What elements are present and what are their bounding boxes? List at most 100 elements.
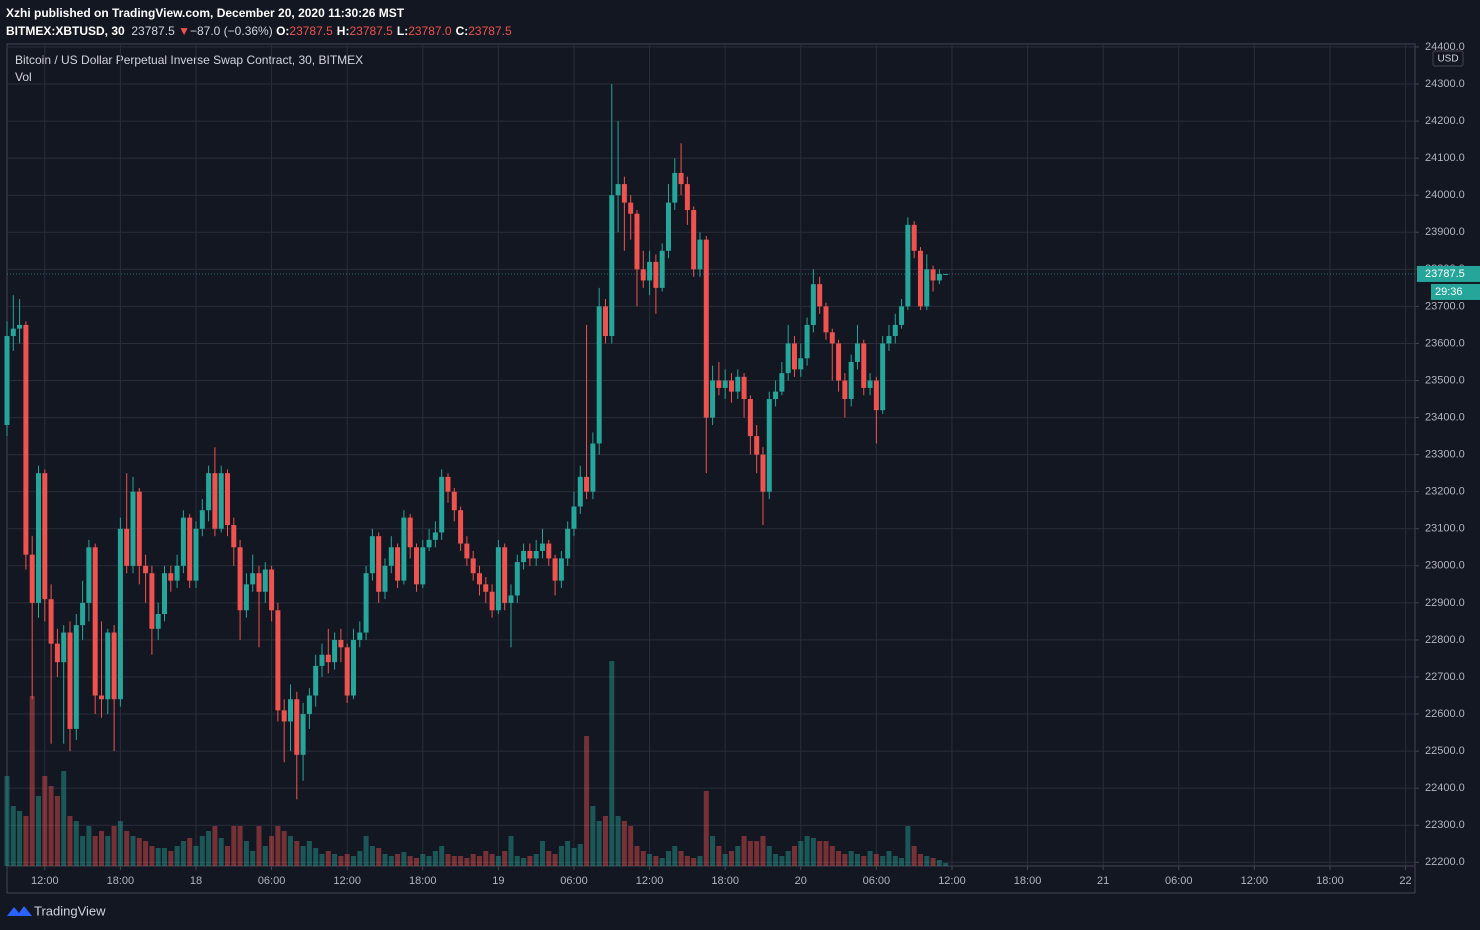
volume-bar [810,838,816,866]
ohlc-value: 23787.0 [408,24,452,38]
price: 23787.5 [131,24,175,38]
candle-body [67,632,73,729]
y-tick-label: 22900.0 [1425,597,1465,609]
volume-bar [710,836,716,866]
volume-bar [647,854,653,866]
volume-bar [42,776,48,866]
y-tick-label: 22400.0 [1425,782,1465,794]
x-tick-label: 12:00 [31,875,59,887]
volume-bar [722,854,728,866]
candle-body [558,558,564,581]
candle-body [92,547,98,696]
candle-body [363,573,369,633]
candle-body [275,610,281,711]
candle-body [798,358,804,370]
candle-body [514,562,520,596]
volume-bar [483,851,489,866]
candle-body [243,584,249,611]
candle-body [552,558,558,581]
volume-bar [741,836,747,866]
candle-body [533,550,539,559]
candle-body [659,250,665,288]
candle-body [61,632,67,663]
volume-bar [168,851,174,866]
candle-body [804,324,810,359]
candle-body [256,573,262,592]
candle-body [407,517,413,548]
x-tick-label: 12:00 [938,875,966,887]
volume-bar [73,821,79,866]
y-tick-label: 22300.0 [1425,819,1465,831]
currency-label: USD [1437,54,1458,65]
last-price-badge [1417,265,1480,282]
candle-body [489,591,495,611]
candle-body [653,261,659,288]
volume-bar [180,841,186,866]
volume-bar [678,851,684,866]
candle-body [760,454,766,492]
candle-body [773,391,779,400]
candle-body [180,517,186,566]
volume-bar [779,856,785,866]
volume-bar [92,836,98,866]
candle-body [672,172,678,203]
candle-body [791,343,797,370]
volume-bar [716,846,722,866]
candle-body [432,532,438,540]
volume-bar [615,816,621,866]
candle-body [735,376,741,392]
candle-body [357,632,363,640]
candle-body [710,380,716,418]
volume-bar [61,771,67,866]
volume-bar [294,841,300,866]
volume-bar [565,841,571,866]
volume-bar [930,858,936,866]
volume-bar [237,826,243,866]
candle-body [54,643,60,663]
candle-body [571,506,577,529]
candle-body [703,239,709,418]
x-tick-label: 18:00 [409,875,437,887]
ohlc-value: 23787.5 [289,24,333,38]
candle-body [930,269,936,281]
candle-body [779,373,785,392]
volume-bar [256,826,262,866]
volume-bar [476,856,482,866]
volume-bar [470,854,476,866]
volume-bar [508,836,514,866]
quote-line: BITMEX:XBTUSD, 30 23787.5 ▼−87.0 (−0.36%… [6,23,516,41]
volume-bar [905,826,911,866]
candle-body [716,380,722,388]
candle-body [124,528,130,566]
publisher-line: Xzhi published on TradingView.com, Decem… [6,5,516,23]
candle-body [413,547,419,585]
candle-body [262,569,268,592]
volume-bar [187,838,193,866]
x-tick-label: 12:00 [1241,875,1269,887]
volume-bar [243,841,249,866]
candle-body [917,250,923,307]
volume-bar [10,806,16,866]
volume-bar [458,856,464,866]
candle-body [237,547,243,611]
volume-bar [804,836,810,866]
candle-body [168,573,174,581]
countdown-badge [1431,283,1480,300]
y-tick-label: 23400.0 [1425,411,1465,423]
candle-body [848,361,854,400]
volume-bar [117,821,123,866]
candle-body [4,336,10,425]
candle-body [539,543,545,551]
volume-bar [584,736,590,866]
candle-body [445,476,451,492]
arrow: ▼ [178,24,190,38]
volume-bar [231,826,237,866]
volume-bar [489,854,495,866]
volume-bar [766,846,772,866]
candle-body [590,443,596,492]
y-tick-label: 23300.0 [1425,449,1465,461]
volume-bar [54,796,60,866]
candle-body [854,343,860,362]
volume-bar [174,846,180,866]
volume-bar [86,826,92,866]
